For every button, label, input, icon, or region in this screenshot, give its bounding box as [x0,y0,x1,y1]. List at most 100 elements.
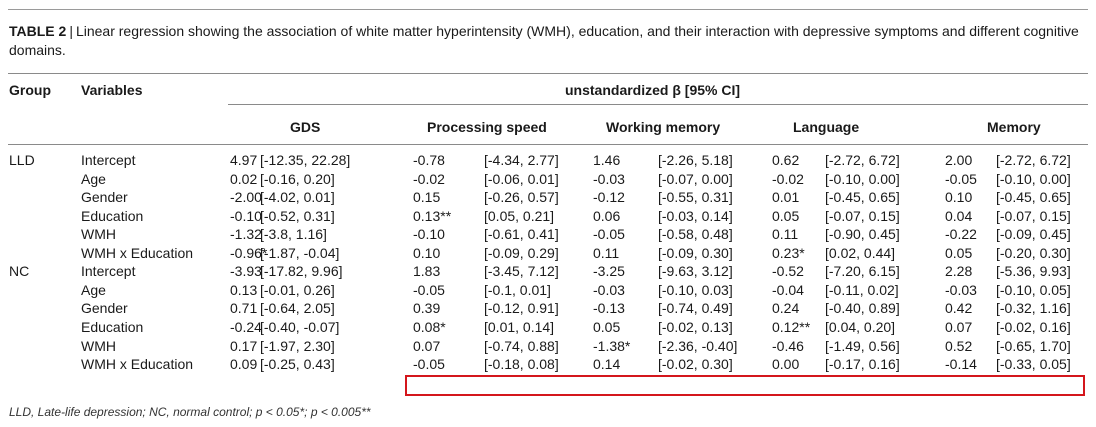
row-variable: WMH [81,226,116,243]
beta-value: 0.12** [772,318,811,335]
row-variable: Gender [81,300,128,317]
row-variable: WMH x Education [81,244,194,261]
row-variable: Education [81,318,144,335]
confidence-interval: [-0.03, 0.14] [658,207,733,224]
confidence-interval: [-17.82, 9.96] [260,263,343,280]
row-variable: WMH [81,337,116,354]
beta-value: 0.13** [413,207,452,224]
header-span-rule [228,104,1088,105]
confidence-interval: [-0.40, 0.89] [825,300,900,317]
beta-value: 4.97 [230,152,258,168]
beta-value: 0.11 [772,226,799,243]
beta-value: -0.03 [593,170,625,187]
confidence-interval: [-0.11, 0.02] [825,281,899,298]
beta-value: 0.14 [593,356,621,373]
header-group: Group [9,82,51,98]
confidence-interval: [-1.49, 0.56] [825,337,900,354]
beta-value: -2.00 [230,189,262,206]
confidence-interval: [0.04, 0.20] [825,318,896,335]
beta-value: -0.52 [772,263,804,280]
confidence-interval: [0.02, 0.44] [825,244,896,261]
confidence-interval: [-0.20, 0.30] [996,244,1071,261]
confidence-interval: [-0.65, 1.70] [996,337,1071,354]
caption-text: Linear regression showing the associatio… [9,23,1079,58]
confidence-interval: [0.01, 0.14] [484,318,555,335]
row-variable: Intercept [81,152,136,168]
beta-value: 0.01 [772,189,800,206]
header-processing-speed: Processing speed [427,119,547,135]
confidence-interval: [-2.72, 6.72] [825,152,900,168]
confidence-interval: [-0.45, 0.65] [825,189,900,206]
beta-value: 0.06 [593,207,621,224]
confidence-interval: [-0.10, 0.05] [996,281,1071,298]
confidence-interval: [-0.61, 0.41] [484,226,559,243]
confidence-interval: [-9.63, 3.12] [658,263,733,280]
beta-value: -1.32 [230,226,262,243]
confidence-interval: [-0.17, 0.16] [825,356,900,373]
beta-value: 0.23* [772,244,805,261]
confidence-interval: [-0.55, 0.31] [658,189,733,206]
beta-value: 2.28 [945,263,973,280]
caption-label: TABLE 2 [9,23,67,39]
row-group: NC [9,263,30,280]
confidence-interval: [-0.07, 0.00] [658,170,733,187]
beta-value: -0.05 [413,356,445,373]
header-language: Language [793,119,860,135]
beta-value: 0.62 [772,152,800,168]
beta-value: 0.17 [230,337,258,354]
row-group: LLD [9,152,35,168]
confidence-interval: [-0.09, 0.29] [484,244,559,261]
confidence-interval: [-0.74, 0.88] [484,337,559,354]
confidence-interval: [-0.16, 0.20] [260,170,335,187]
beta-value: 0.10 [413,244,441,261]
beta-value: 0.13 [230,281,258,298]
confidence-interval: [-0.52, 0.31] [260,207,335,224]
beta-value: -0.22 [945,226,977,243]
beta-value: 0.07 [945,318,973,335]
beta-value: -0.96* [230,244,268,261]
header-memory: Memory [987,119,1041,135]
beta-value: -0.02 [413,170,445,187]
beta-value: -0.05 [945,170,977,187]
confidence-interval: [-0.07, 0.15] [996,207,1071,224]
confidence-interval: [-2.72, 6.72] [996,152,1071,168]
header-variables: Variables [81,82,143,98]
beta-value: 0.11 [593,244,620,261]
confidence-interval: [-0.45, 0.65] [996,189,1071,206]
footnote: LLD, Late-life depression; NC, normal co… [9,405,371,419]
beta-value: -1.38* [593,337,631,354]
beta-value: 0.39 [413,300,441,317]
row-variable: Age [81,281,106,298]
beta-value: 0.10 [945,189,973,206]
confidence-interval: [-3.8, 1.16] [260,226,327,243]
beta-value: 0.05 [772,207,800,224]
beta-value: 0.05 [945,244,973,261]
beta-value: -3.25 [593,263,625,280]
beta-value: -0.05 [593,226,625,243]
beta-value: 2.00 [945,152,973,168]
beta-value: 0.05 [593,318,621,335]
beta-value: 0.04 [945,207,973,224]
row-variable: Intercept [81,263,136,280]
confidence-interval: [-0.09, 0.45] [996,226,1071,243]
beta-value: -0.03 [945,281,977,298]
confidence-interval: [-0.06, 0.01] [484,170,559,187]
confidence-interval: [-0.26, 0.57] [484,189,559,206]
confidence-interval: [-0.32, 1.16] [996,300,1071,317]
beta-value: -0.10 [230,207,262,224]
confidence-interval: [-0.12, 0.91] [484,300,559,317]
confidence-interval: [-0.33, 0.05] [996,356,1071,373]
beta-value: 0.00 [772,356,800,373]
confidence-interval: [-0.10, 0.00] [996,170,1071,187]
beta-value: -0.46 [772,337,804,354]
beta-value: 1.83 [413,263,441,280]
confidence-interval: [-0.90, 0.45] [825,226,900,243]
table-caption: TABLE 2 | Linear regression showing the as… [9,22,1089,60]
confidence-interval: [-0.09, 0.30] [658,244,733,261]
beta-value: 0.71 [230,300,258,317]
beta-value: -0.78 [413,152,445,168]
header-working-memory: Working memory [606,119,721,135]
confidence-interval: [-0.02, 0.30] [658,356,733,373]
confidence-interval: [0.05, 0.21] [484,207,555,224]
beta-value: 0.09 [230,356,258,373]
